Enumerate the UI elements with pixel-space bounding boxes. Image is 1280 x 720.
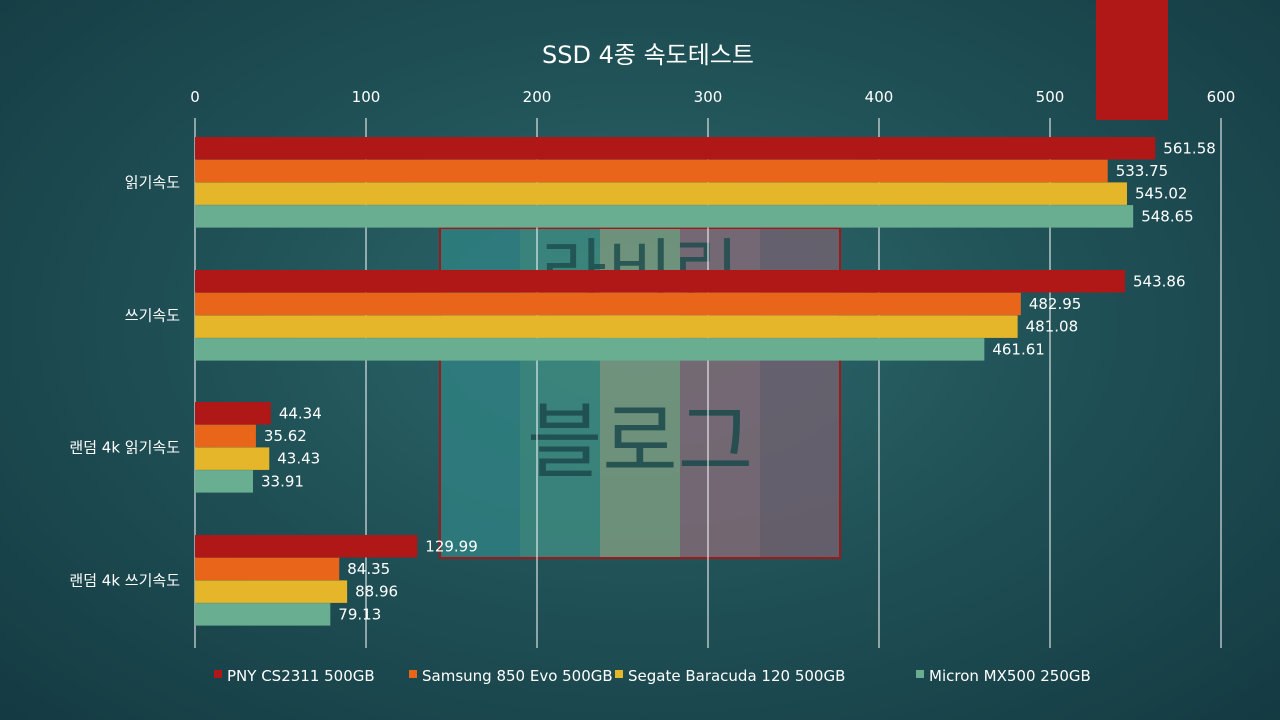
data-label: 561.58 [1163, 139, 1216, 157]
x-axis-ticks: 0 100 200 300 400 500 600 [190, 88, 1235, 106]
bar [195, 137, 1156, 160]
data-labels: 561.58 533.75 545.02 548.65 543.86 482.95 481.… [261, 139, 1216, 623]
category-label: 랜덤 4k 읽기속도 [69, 438, 180, 456]
bar [195, 424, 256, 448]
data-label: 548.65 [1141, 207, 1194, 225]
x-tick-label: 500 [1036, 88, 1065, 106]
legend-swatch [214, 670, 222, 678]
bar [195, 603, 331, 626]
bar [195, 557, 340, 581]
corner-tab-decoration [1096, 0, 1168, 120]
x-tick-label: 200 [523, 88, 552, 106]
legend: PNY CS2311 500GB Samsung 850 Evo 500GB Seg… [214, 667, 1091, 685]
data-label: 481.08 [1026, 318, 1079, 336]
data-label: 545.02 [1135, 185, 1188, 203]
bar [195, 205, 1134, 228]
x-tick-label: 400 [865, 88, 894, 106]
legend-swatch [409, 670, 417, 678]
data-label: 88.96 [355, 583, 398, 601]
bar [195, 470, 253, 493]
watermark-border [439, 227, 841, 559]
bars [195, 137, 1156, 626]
data-label: 35.62 [264, 427, 307, 445]
legend-label: PNY CS2311 500GB [227, 667, 375, 685]
bar [195, 580, 348, 603]
data-label: 461.61 [992, 340, 1044, 358]
bar [195, 402, 271, 425]
data-label: 543.86 [1133, 272, 1186, 290]
bar [195, 182, 1127, 205]
legend-label: Samsung 850 Evo 500GB [422, 667, 613, 685]
legend-label: Micron MX500 250GB [929, 667, 1091, 685]
x-tick-label: 600 [1207, 88, 1236, 106]
data-label: 84.35 [347, 560, 390, 578]
watermark-text-bottom: 블로그 [527, 395, 753, 490]
chart-title: SSD 4종 속도테스트 [542, 41, 754, 69]
data-label: 482.95 [1029, 295, 1082, 313]
category-label: 쓰기속도 [125, 306, 180, 324]
data-label: 33.91 [261, 472, 304, 490]
bar [195, 315, 1018, 338]
data-label: 533.75 [1116, 162, 1169, 180]
legend-swatch [615, 670, 623, 678]
data-label: 43.43 [277, 450, 320, 468]
category-label: 읽기속도 [125, 173, 180, 191]
bar [195, 535, 418, 558]
data-label: 79.13 [338, 605, 381, 623]
x-tick-label: 0 [190, 88, 200, 106]
bar [195, 270, 1126, 293]
data-label: 44.34 [279, 404, 322, 422]
x-tick-label: 100 [352, 88, 381, 106]
data-label: 129.99 [425, 537, 478, 555]
category-label: 랜덤 4k 쓰기속도 [69, 571, 180, 589]
bar [195, 159, 1108, 183]
legend-swatch [916, 670, 924, 678]
x-tick-label: 300 [694, 88, 723, 106]
bar [195, 447, 270, 470]
legend-label: Segate Baracuda 120 500GB [628, 667, 845, 685]
bar [195, 338, 985, 361]
bar [195, 292, 1021, 316]
